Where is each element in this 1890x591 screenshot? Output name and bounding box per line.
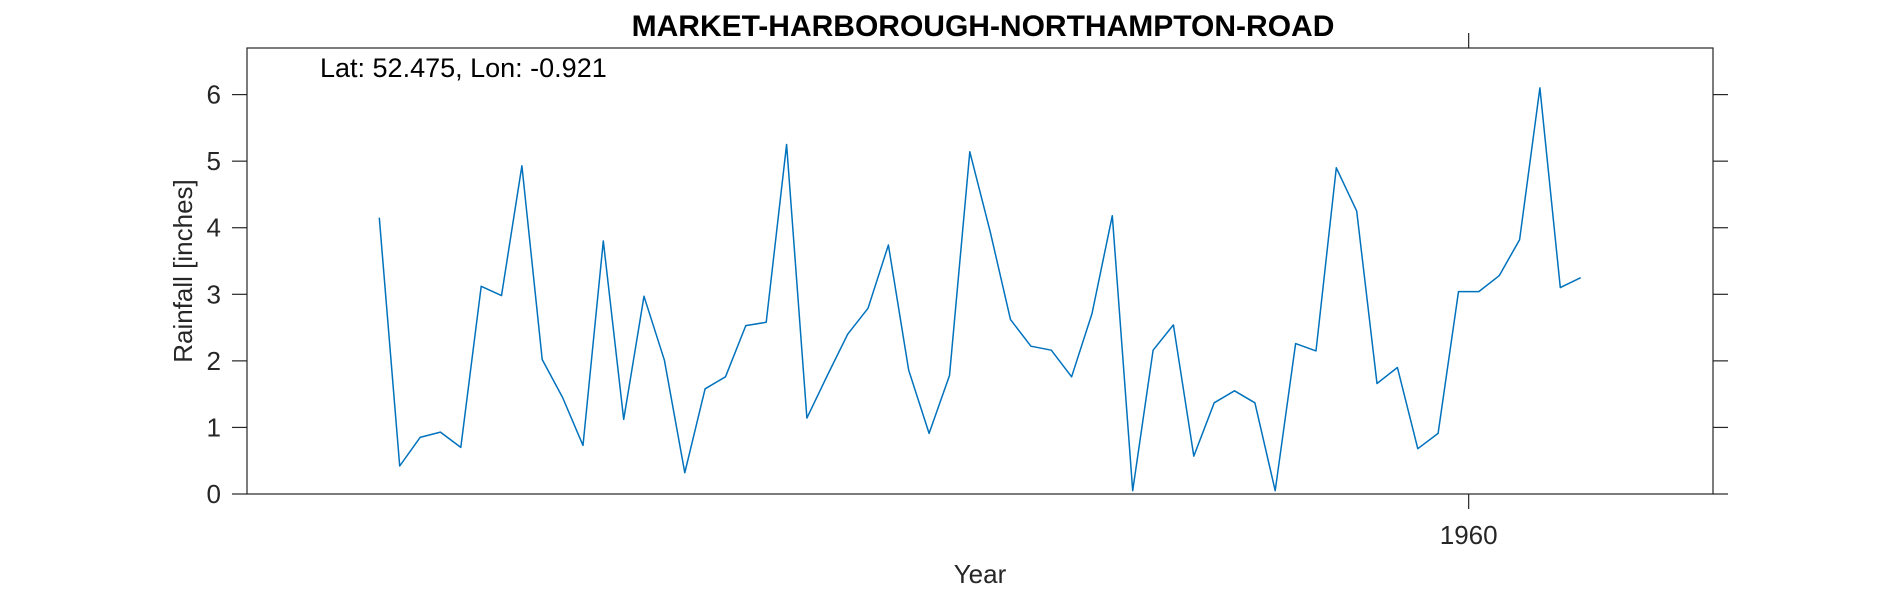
series-line — [378, 87, 1582, 492]
y-tick-label: 6 — [207, 80, 221, 110]
y-tick-label: 2 — [207, 346, 221, 376]
y-axis-label: Rainfall [inches] — [168, 179, 198, 363]
chart-title: MARKET-HARBOROUGH-NORTHAMPTON-ROAD — [632, 10, 1335, 43]
y-axis-ticks: 0 1 2 3 4 5 6 — [207, 80, 1728, 509]
y-tick-label: 0 — [207, 479, 221, 509]
y-tick-label: 5 — [207, 146, 221, 176]
location-annotation: Lat: 52.475, Lon: -0.921 — [320, 53, 607, 83]
x-axis-ticks: 1960 — [1440, 33, 1498, 550]
x-tick-label: 1960 — [1440, 520, 1498, 550]
plot-area-frame — [246, 47, 1714, 495]
y-tick-label: 4 — [207, 213, 221, 243]
x-axis-label: Year — [954, 559, 1007, 589]
y-tick-label: 3 — [207, 279, 221, 309]
y-tick-label: 1 — [207, 412, 221, 442]
